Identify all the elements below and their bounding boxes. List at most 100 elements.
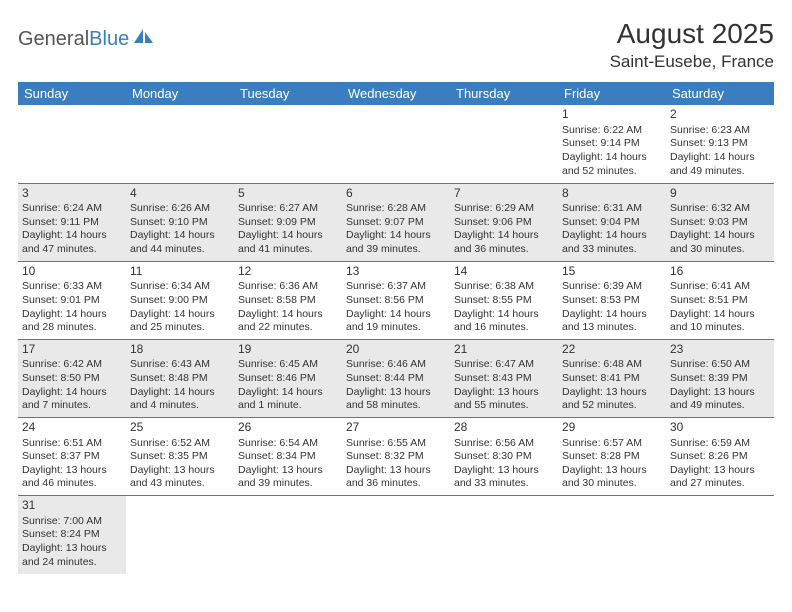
day-number: 18 xyxy=(130,342,230,358)
calendar-cell: 30Sunrise: 6:59 AMSunset: 8:26 PMDayligh… xyxy=(666,417,774,495)
cell-day1: Daylight: 14 hours xyxy=(454,308,554,322)
calendar-cell: 9Sunrise: 6:32 AMSunset: 9:03 PMDaylight… xyxy=(666,183,774,261)
cell-sunset: Sunset: 9:00 PM xyxy=(130,294,230,308)
cell-day1: Daylight: 14 hours xyxy=(670,229,770,243)
cell-day1: Daylight: 13 hours xyxy=(670,464,770,478)
cell-day1: Daylight: 13 hours xyxy=(562,464,662,478)
cell-sunrise: Sunrise: 6:43 AM xyxy=(130,358,230,372)
cell-sunset: Sunset: 8:28 PM xyxy=(562,450,662,464)
cell-sunrise: Sunrise: 6:47 AM xyxy=(454,358,554,372)
cell-day1: Daylight: 13 hours xyxy=(562,386,662,400)
cell-sunrise: Sunrise: 6:24 AM xyxy=(22,202,122,216)
cell-day2: and 36 minutes. xyxy=(454,243,554,257)
calendar-cell: 31Sunrise: 7:00 AMSunset: 8:24 PMDayligh… xyxy=(18,496,126,574)
cell-day2: and 30 minutes. xyxy=(670,243,770,257)
cell-day1: Daylight: 14 hours xyxy=(238,229,338,243)
cell-sunset: Sunset: 8:48 PM xyxy=(130,372,230,386)
cell-sunset: Sunset: 8:46 PM xyxy=(238,372,338,386)
calendar-cell: 6Sunrise: 6:28 AMSunset: 9:07 PMDaylight… xyxy=(342,183,450,261)
cell-sunrise: Sunrise: 6:23 AM xyxy=(670,124,770,138)
cell-sunrise: Sunrise: 6:42 AM xyxy=(22,358,122,372)
calendar-cell: 25Sunrise: 6:52 AMSunset: 8:35 PMDayligh… xyxy=(126,417,234,495)
calendar-cell: 28Sunrise: 6:56 AMSunset: 8:30 PMDayligh… xyxy=(450,417,558,495)
cell-day2: and 52 minutes. xyxy=(562,399,662,413)
day-number: 8 xyxy=(562,186,662,202)
cell-sunset: Sunset: 9:01 PM xyxy=(22,294,122,308)
cell-sunrise: Sunrise: 6:54 AM xyxy=(238,437,338,451)
calendar-cell xyxy=(126,105,234,183)
cell-sunrise: Sunrise: 6:52 AM xyxy=(130,437,230,451)
calendar-cell xyxy=(450,496,558,574)
title-block: August 2025 Saint-Eusebe, France xyxy=(610,18,774,72)
day-number: 20 xyxy=(346,342,446,358)
calendar-cell xyxy=(234,496,342,574)
calendar-cell xyxy=(18,105,126,183)
day-header: Tuesday xyxy=(234,82,342,105)
cell-day1: Daylight: 14 hours xyxy=(562,308,662,322)
calendar-cell: 24Sunrise: 6:51 AMSunset: 8:37 PMDayligh… xyxy=(18,417,126,495)
calendar-cell: 5Sunrise: 6:27 AMSunset: 9:09 PMDaylight… xyxy=(234,183,342,261)
cell-sunset: Sunset: 8:41 PM xyxy=(562,372,662,386)
calendar-cell xyxy=(126,496,234,574)
cell-day2: and 13 minutes. xyxy=(562,321,662,335)
sail-icon xyxy=(134,29,154,50)
cell-sunset: Sunset: 9:14 PM xyxy=(562,137,662,151)
cell-sunset: Sunset: 9:07 PM xyxy=(346,216,446,230)
day-header: Monday xyxy=(126,82,234,105)
calendar-cell: 12Sunrise: 6:36 AMSunset: 8:58 PMDayligh… xyxy=(234,261,342,339)
cell-day1: Daylight: 14 hours xyxy=(346,308,446,322)
cell-sunrise: Sunrise: 6:33 AM xyxy=(22,280,122,294)
header: General Blue August 2025 Saint-Eusebe, F… xyxy=(18,18,774,72)
day-header: Saturday xyxy=(666,82,774,105)
calendar-cell xyxy=(558,496,666,574)
cell-day2: and 47 minutes. xyxy=(22,243,122,257)
calendar-cell xyxy=(342,496,450,574)
cell-day1: Daylight: 14 hours xyxy=(670,151,770,165)
cell-sunrise: Sunrise: 6:26 AM xyxy=(130,202,230,216)
cell-sunset: Sunset: 8:39 PM xyxy=(670,372,770,386)
calendar-week: 17Sunrise: 6:42 AMSunset: 8:50 PMDayligh… xyxy=(18,339,774,417)
calendar-cell: 2Sunrise: 6:23 AMSunset: 9:13 PMDaylight… xyxy=(666,105,774,183)
cell-day1: Daylight: 13 hours xyxy=(130,464,230,478)
cell-day2: and 22 minutes. xyxy=(238,321,338,335)
day-number: 13 xyxy=(346,264,446,280)
cell-sunset: Sunset: 8:58 PM xyxy=(238,294,338,308)
calendar-week: 1Sunrise: 6:22 AMSunset: 9:14 PMDaylight… xyxy=(18,105,774,183)
cell-sunset: Sunset: 8:34 PM xyxy=(238,450,338,464)
cell-day1: Daylight: 14 hours xyxy=(22,308,122,322)
calendar-cell xyxy=(342,105,450,183)
cell-sunrise: Sunrise: 6:34 AM xyxy=(130,280,230,294)
day-number: 7 xyxy=(454,186,554,202)
cell-sunrise: Sunrise: 6:32 AM xyxy=(670,202,770,216)
calendar-cell: 15Sunrise: 6:39 AMSunset: 8:53 PMDayligh… xyxy=(558,261,666,339)
days-of-week-row: SundayMondayTuesdayWednesdayThursdayFrid… xyxy=(18,82,774,105)
cell-sunset: Sunset: 8:43 PM xyxy=(454,372,554,386)
cell-day2: and 58 minutes. xyxy=(346,399,446,413)
day-header: Wednesday xyxy=(342,82,450,105)
cell-day1: Daylight: 14 hours xyxy=(346,229,446,243)
cell-day1: Daylight: 13 hours xyxy=(22,542,122,556)
day-header: Thursday xyxy=(450,82,558,105)
cell-day2: and 36 minutes. xyxy=(346,477,446,491)
cell-day1: Daylight: 14 hours xyxy=(22,386,122,400)
calendar-cell: 4Sunrise: 6:26 AMSunset: 9:10 PMDaylight… xyxy=(126,183,234,261)
day-number: 2 xyxy=(670,107,770,123)
calendar-body: 1Sunrise: 6:22 AMSunset: 9:14 PMDaylight… xyxy=(18,105,774,574)
calendar-cell: 16Sunrise: 6:41 AMSunset: 8:51 PMDayligh… xyxy=(666,261,774,339)
cell-sunset: Sunset: 8:55 PM xyxy=(454,294,554,308)
day-number: 22 xyxy=(562,342,662,358)
cell-sunset: Sunset: 9:04 PM xyxy=(562,216,662,230)
cell-day2: and 39 minutes. xyxy=(346,243,446,257)
cell-day2: and 4 minutes. xyxy=(130,399,230,413)
day-number: 24 xyxy=(22,420,122,436)
calendar-cell: 7Sunrise: 6:29 AMSunset: 9:06 PMDaylight… xyxy=(450,183,558,261)
cell-sunrise: Sunrise: 6:22 AM xyxy=(562,124,662,138)
cell-sunset: Sunset: 9:10 PM xyxy=(130,216,230,230)
calendar-cell: 26Sunrise: 6:54 AMSunset: 8:34 PMDayligh… xyxy=(234,417,342,495)
day-number: 10 xyxy=(22,264,122,280)
calendar-cell: 27Sunrise: 6:55 AMSunset: 8:32 PMDayligh… xyxy=(342,417,450,495)
cell-sunrise: Sunrise: 6:48 AM xyxy=(562,358,662,372)
location: Saint-Eusebe, France xyxy=(610,52,774,72)
cell-day2: and 55 minutes. xyxy=(454,399,554,413)
cell-sunrise: Sunrise: 6:28 AM xyxy=(346,202,446,216)
